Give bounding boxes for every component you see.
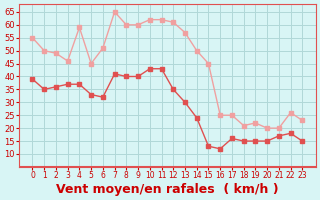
X-axis label: Vent moyen/en rafales  ( km/h ): Vent moyen/en rafales ( km/h ) — [56, 183, 279, 196]
